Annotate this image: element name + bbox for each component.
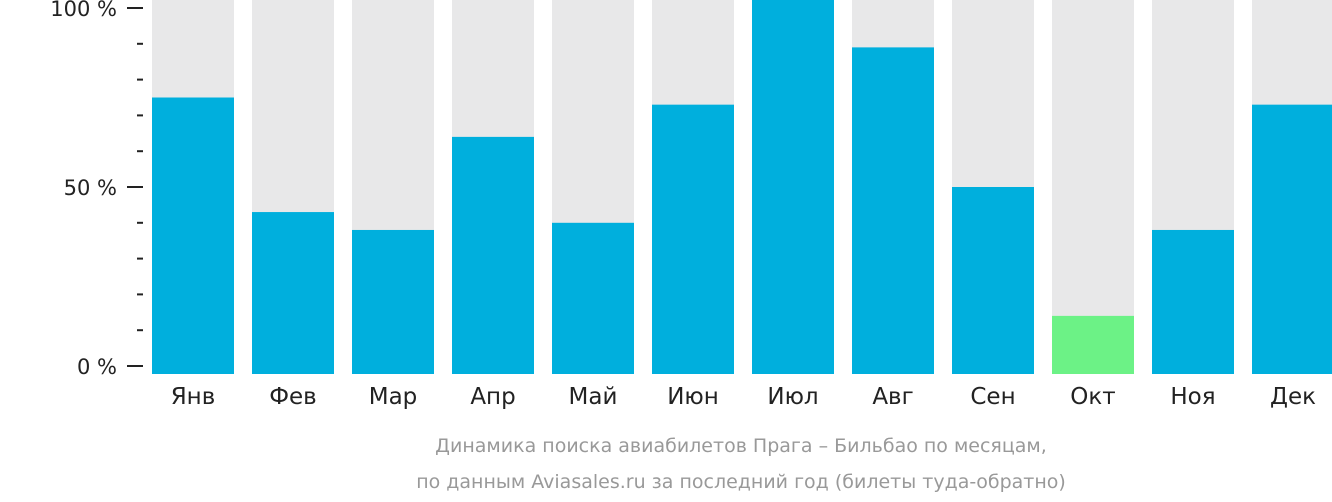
bar-6 [652,104,734,374]
bar-7 [752,0,834,374]
chart-caption: Динамика поиска авиабилетов Прага – Биль… [416,435,1066,493]
y-axis: 100 % 50 % 0 % [50,0,143,379]
bar-8 [852,47,934,374]
x-tick-label-10: Окт [1070,384,1115,410]
bar-1 [152,97,234,374]
x-tick-label-6: Июн [667,384,719,410]
x-tick-label-9: Сен [970,384,1015,410]
x-tick-label-1: Янв [171,384,216,410]
y-tick-label-2: 50 % [64,176,117,200]
bars [152,0,1332,374]
bar-4 [452,136,534,374]
bar-5 [552,222,634,374]
x-tick-label-8: Авг [872,384,913,410]
x-tick-label-12: Дек [1270,384,1316,410]
bar-3 [352,229,434,374]
y-tick-label-1: 100 % [50,0,117,21]
x-tick-label-4: Апр [470,384,515,410]
bar-9 [952,187,1034,374]
bar-2 [252,212,334,374]
x-tick-label-5: Май [569,384,618,410]
bar-12 [1252,104,1332,374]
x-axis-labels: Янв Фев Мар Апр Май Июн Июл Авг Сен Окт Ноя Дек [171,384,1316,410]
x-tick-label-3: Мар [369,384,418,410]
caption-line-2: по данным Aviasales.ru за последний год … [416,471,1066,493]
x-tick-label-2: Фев [269,384,317,410]
x-tick-label-11: Ноя [1170,384,1215,410]
bar-11 [1152,229,1234,374]
bar-background-10 [1052,0,1134,374]
x-tick-label-7: Июл [767,384,818,410]
bar-10 [1052,315,1134,374]
y-tick-label-3: 0 % [77,355,117,379]
caption-line-1: Динамика поиска авиабилетов Прага – Биль… [435,435,1047,457]
